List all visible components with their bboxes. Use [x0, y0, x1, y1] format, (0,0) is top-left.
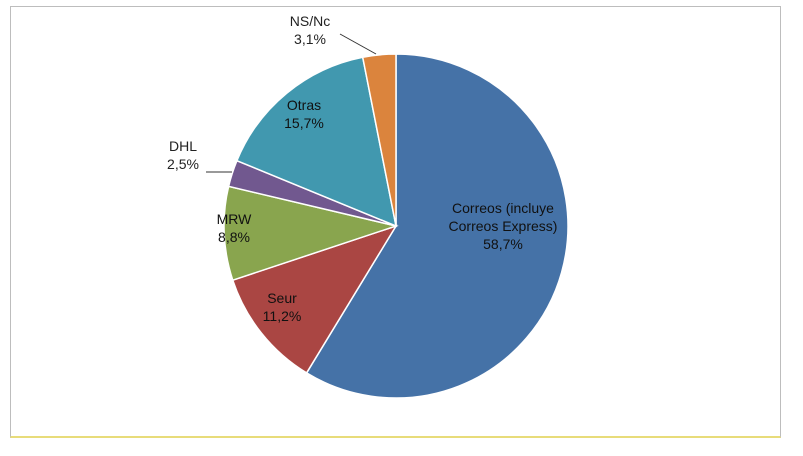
label-seur: Seur 11,2% [263, 290, 302, 324]
slice-otras [235, 56, 398, 228]
slice-ns-nc [361, 53, 397, 227]
label-ns-nc: NS/Nc 3,1% [290, 13, 330, 47]
category-label: Seur [267, 290, 297, 306]
category-label: NS/Nc [290, 13, 330, 29]
value-label: 3,1% [294, 31, 326, 47]
value-label: 2,5% [167, 156, 199, 172]
value-label: 8,8% [218, 229, 250, 245]
value-label: 58,7% [483, 236, 523, 252]
slice-seur [231, 224, 398, 374]
label-mrw: MRW 8,8% [217, 211, 253, 245]
value-label: 11,2% [263, 308, 302, 324]
category-label: Otras [287, 97, 321, 113]
slice-mrw [223, 185, 399, 282]
label-correos-incluye-correos-express: Correos (incluye Correos Express) 58,7% [449, 200, 558, 252]
category-label: Correos (incluye [452, 200, 554, 216]
leader-ns-nc [339, 33, 377, 55]
category-label: DHL [169, 138, 197, 154]
pie-slices [223, 53, 569, 399]
leader-lines [206, 33, 377, 173]
category-label: MRW [217, 211, 253, 227]
slice-labels: Correos (incluye Correos Express) 58,7% Seu… [167, 13, 557, 324]
slice-correos-incluye-correos-express [305, 53, 569, 399]
value-label: 15,7% [284, 115, 324, 131]
label-otras: Otras 15,7% [284, 97, 324, 131]
category-label: Correos Express) [449, 218, 558, 234]
label-dhl: DHL 2,5% [167, 138, 199, 172]
